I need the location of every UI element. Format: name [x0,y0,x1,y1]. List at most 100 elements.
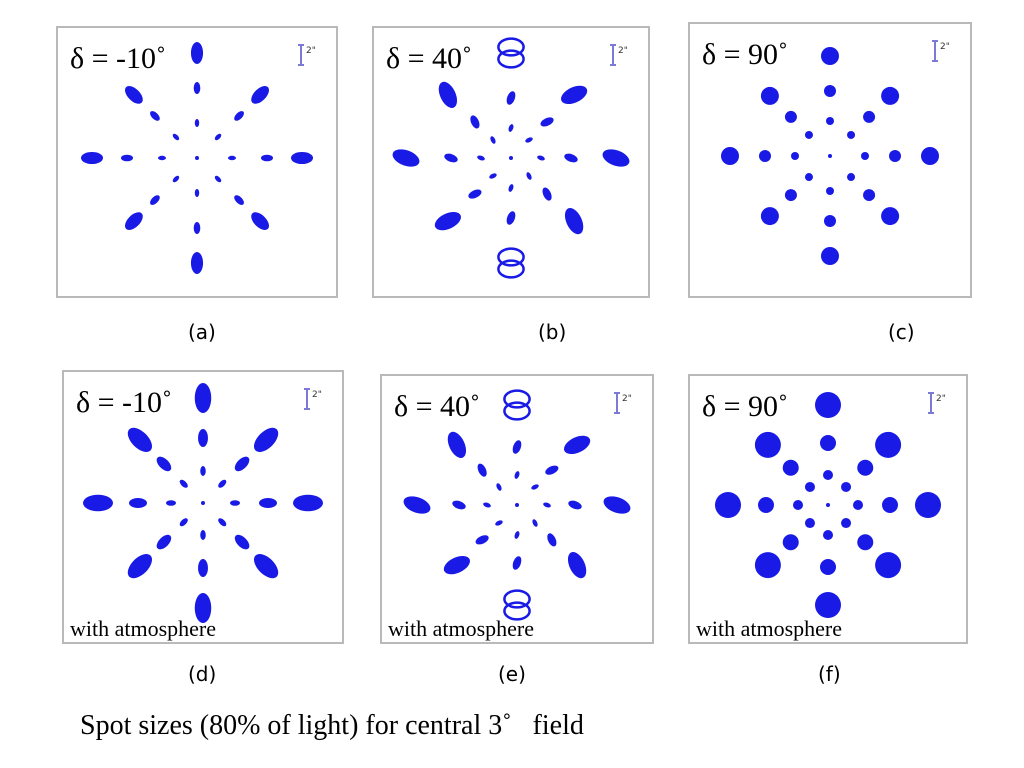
spot-pattern-f [715,392,941,618]
spot [156,456,172,472]
spot-ring [503,401,531,421]
spot [754,552,781,579]
spot [218,518,227,527]
spot [443,555,470,575]
spot [438,81,458,108]
spot [83,494,113,512]
spot [863,110,876,123]
spot [537,155,545,161]
scale-bar-label: 2" [618,46,628,56]
spot [194,189,200,197]
spot [515,503,519,507]
spot [782,459,799,476]
spot [861,152,869,160]
spot [127,427,152,452]
spot [259,498,277,508]
spot [506,91,516,105]
spot [193,222,201,234]
spot [782,534,799,551]
scale-bar-label: 2" [622,394,632,404]
spot [251,86,269,104]
spot [434,211,461,231]
spot [477,463,487,477]
spot [214,175,222,183]
spot [603,496,631,514]
scale-bar-label: 2" [312,390,322,400]
panel-label-e: (e) [498,662,526,686]
spot-pattern-a [81,42,313,274]
panel-label-c: (c) [888,320,915,344]
spot [793,500,803,510]
spot [882,497,898,513]
spot [758,497,774,513]
spot [509,156,513,160]
spot [531,484,539,490]
spot [179,479,188,488]
spot [889,150,901,162]
spot [564,208,584,235]
spot [875,431,902,458]
spot [127,554,152,579]
spot [129,498,147,508]
spot [508,184,514,192]
spot [150,111,160,121]
spot-pattern-c [721,47,939,265]
spot-ring [503,589,531,609]
spot [214,133,222,141]
spot [540,117,554,127]
declination-label: δ = 90˚ [702,38,789,71]
spot [542,187,552,201]
spot-ring [497,37,525,57]
spot [564,435,591,455]
spot [602,149,630,167]
spot [193,82,201,94]
scale-bar-label: 2" [940,42,950,52]
spot [194,593,212,623]
spot [234,111,244,121]
scale-bar: 2" [928,390,954,420]
spot [815,392,841,418]
spot-diagram-panel-f: δ = 90˚ 2" with atmosphere [688,374,968,644]
spot [847,130,856,139]
spot [254,427,279,452]
panel-label-a: (a) [188,320,216,344]
spot [784,189,797,202]
spot [875,552,902,579]
scale-bar: 2" [614,390,640,420]
spot [564,153,578,163]
spot-diagram-panel-a: δ = -10˚ 2" [56,26,338,298]
spot [841,481,852,492]
spot [198,559,208,577]
spot [508,124,514,132]
spot [545,465,559,475]
spot [489,173,497,179]
spot [200,466,206,476]
spot [172,175,180,183]
spot [759,150,771,162]
declination-label: δ = 90˚ [702,390,789,423]
spot [567,552,587,579]
spot [172,133,180,141]
spot [490,136,496,144]
spot [526,172,532,180]
scale-bar: 2" [610,42,636,72]
spot [121,154,133,162]
spot [190,42,204,64]
spot [468,189,482,199]
spot [392,149,420,167]
spot [881,86,900,105]
spot [158,155,166,161]
panel-label-b: (b) [538,320,567,344]
atmosphere-label: with atmosphere [696,616,843,641]
spot [506,211,516,225]
spot [125,212,143,230]
spot-ring [497,259,525,279]
atmosphere-label: with atmosphere [388,616,535,641]
spot [195,156,199,160]
spot [815,592,841,618]
spot [841,518,852,529]
spot [514,531,520,539]
spot [293,494,323,512]
spot [826,187,834,195]
spot-diagram-panel-b: δ = 40˚ 2" [372,26,650,298]
